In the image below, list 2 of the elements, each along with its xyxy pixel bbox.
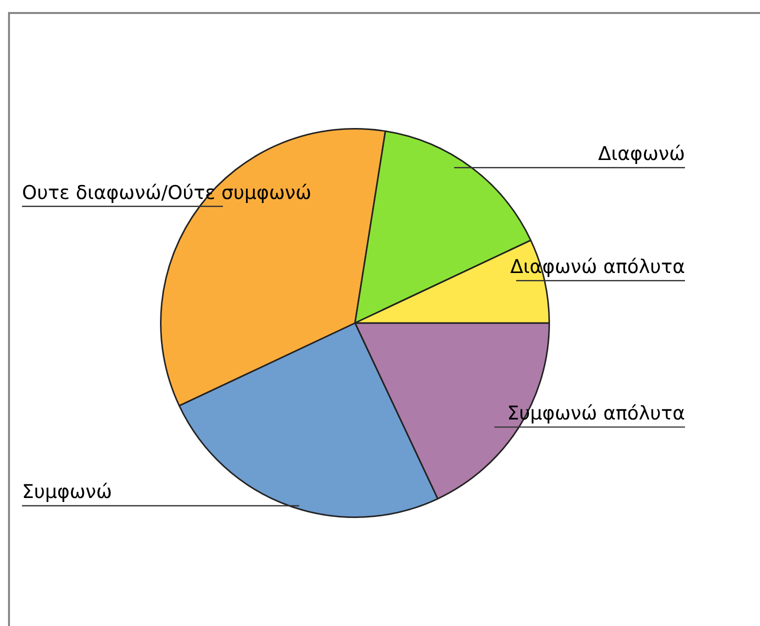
slice-label: Διαφωνώ — [598, 143, 685, 166]
slice-label: Συμφωνώ — [22, 481, 112, 504]
